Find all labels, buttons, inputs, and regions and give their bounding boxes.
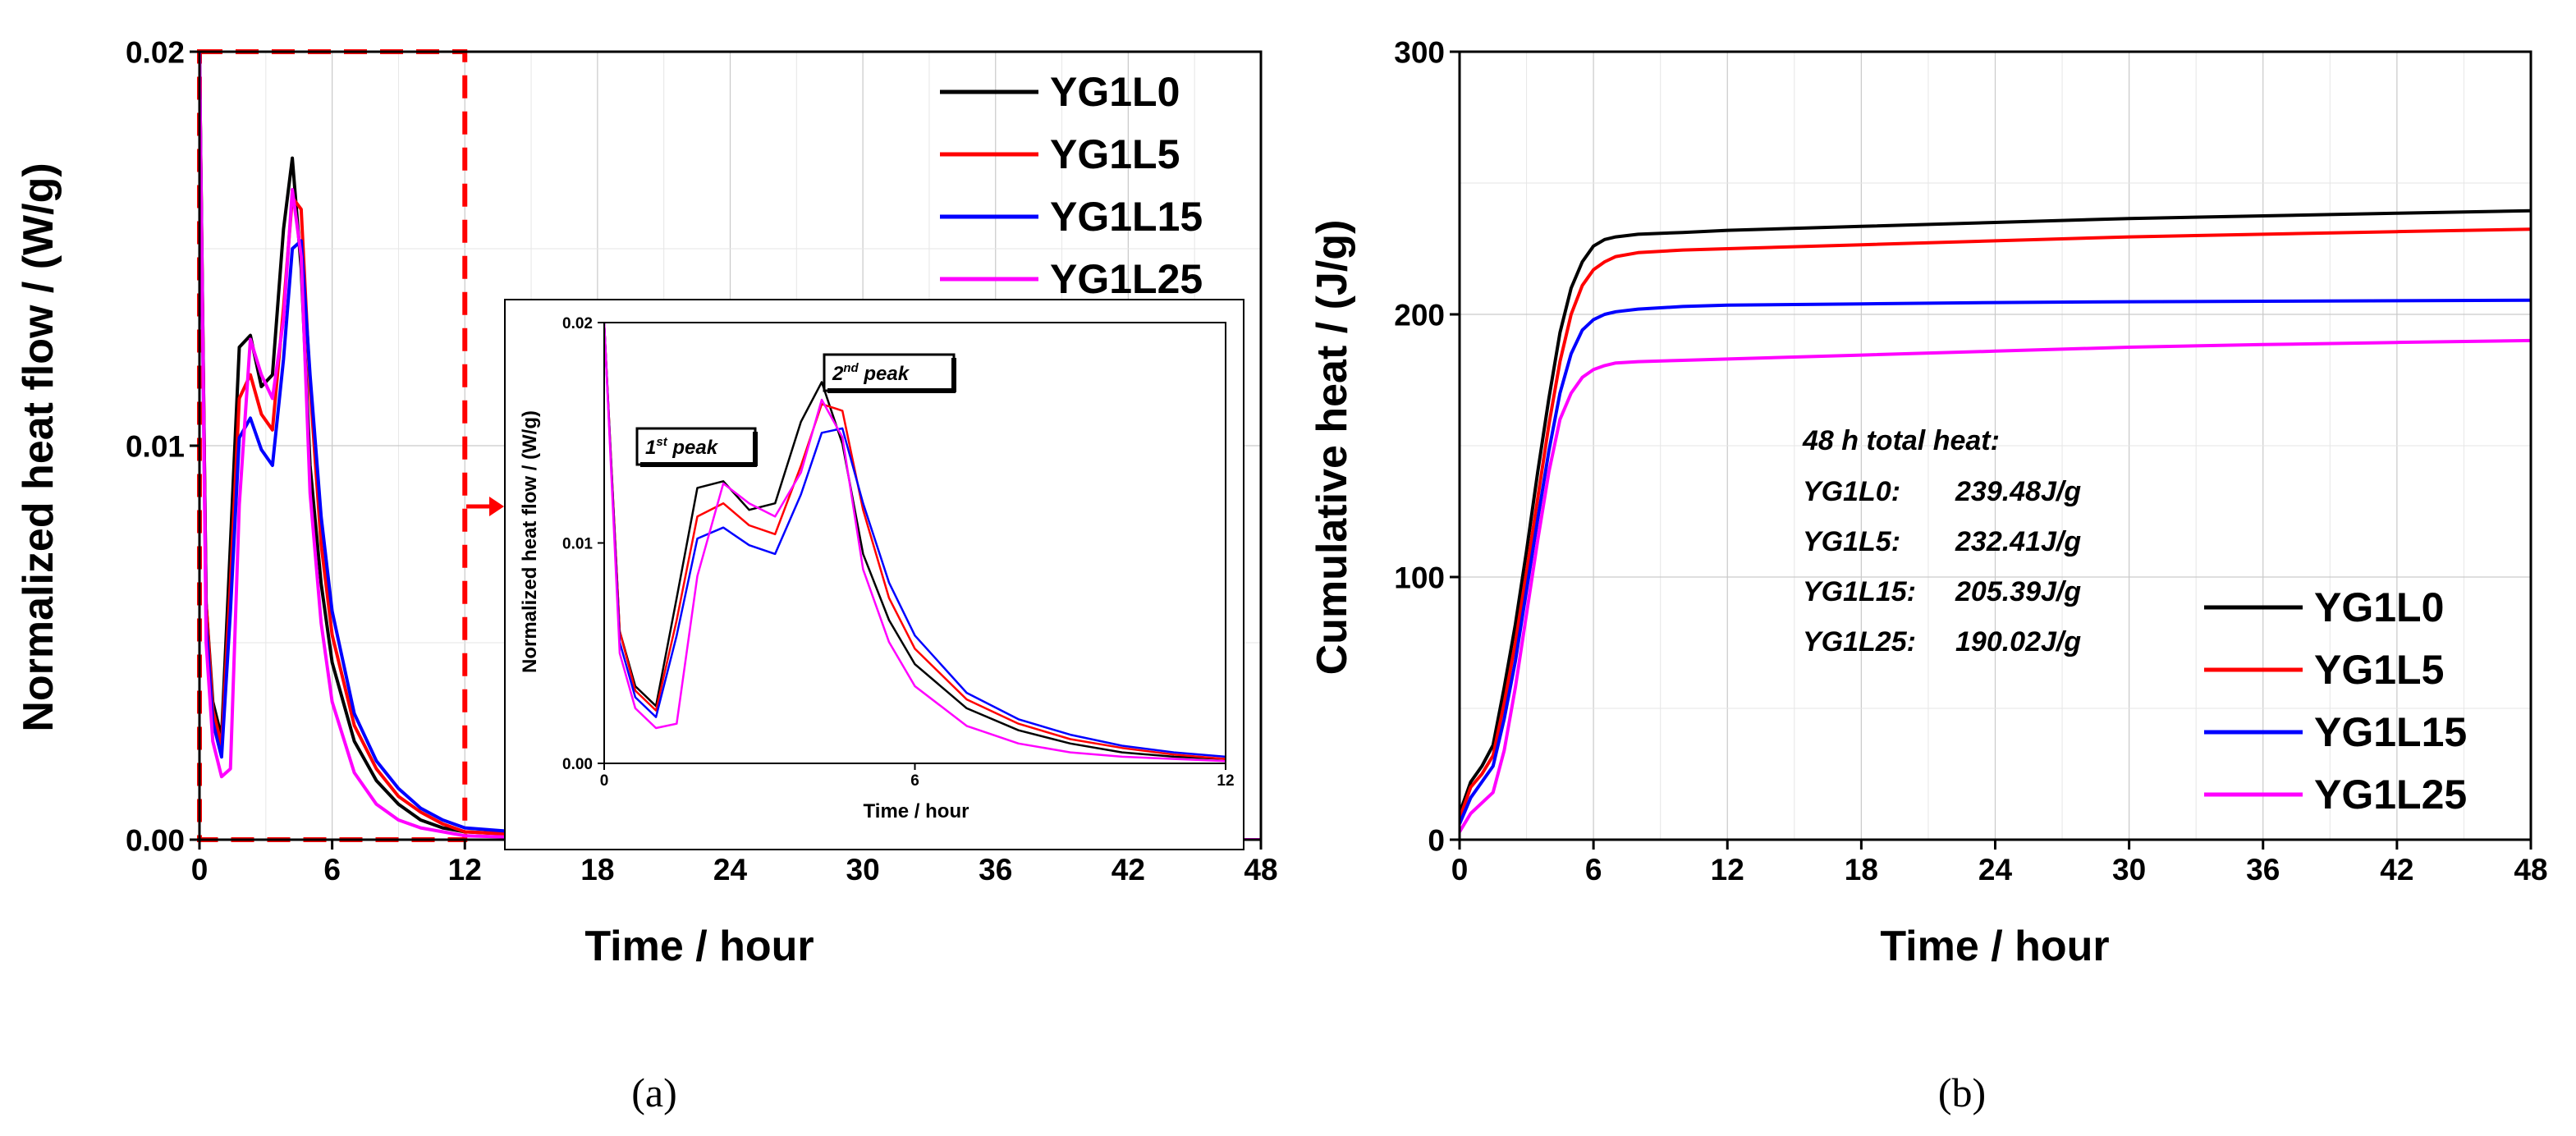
legend-label-yg1l0: YG1L0 <box>2314 584 2444 630</box>
series-line-yg1l25 <box>1460 338 2531 833</box>
y-tick-label: 0 <box>1428 823 1445 857</box>
note-sample-value: 239.48J/g <box>1955 476 2081 507</box>
x-tick-label: 6 <box>323 853 341 886</box>
panel-a-legend: YG1L0 YG1L5 YG1L15 YG1L25 <box>940 69 1203 302</box>
note-sample-name: YG1L5: <box>1803 526 1900 557</box>
x-tick-label: 24 <box>713 853 748 886</box>
legend-label-yg1l5: YG1L5 <box>2314 647 2444 693</box>
series-line-yg1l25 <box>199 52 1261 840</box>
second-peak-label: 2nd peak <box>832 361 910 385</box>
annotation-first-peak: 1st peak <box>635 427 758 467</box>
inset-x-axis-label: Time / hour <box>864 800 969 822</box>
note-sample-name: YG1L0: <box>1803 476 1900 507</box>
y-tick-label: 0.01 <box>562 535 593 552</box>
series-line-yg1l5 <box>1460 227 2531 820</box>
note-sample-value: 205.39J/g <box>1955 576 2081 607</box>
note-sample-name: YG1L25: <box>1803 626 1916 657</box>
x-tick-label: 6 <box>1585 853 1602 886</box>
note-lines: YG1L0: 239.48J/g YG1L5: 232.41J/g YG1L15: 205… <box>1803 476 2081 657</box>
legend-label-yg1l15: YG1L15 <box>1050 194 1203 240</box>
x-tick-label: 36 <box>979 853 1012 886</box>
x-tick-label: 36 <box>2246 853 2280 886</box>
annotation-second-peak: 2nd peak <box>823 353 956 393</box>
series-line-yg1l15 <box>1460 298 2531 825</box>
note-sample-value: 190.02J/g <box>1955 626 2081 657</box>
panel-a-y-axis-label: Normalized heat flow / (W/g) <box>15 163 62 731</box>
panel-a-x-axis-label: Time / hour <box>584 923 814 970</box>
series-line-yg1l0 <box>1460 208 2531 814</box>
first-peak-label: 1st peak <box>645 435 719 459</box>
x-tick-label: 12 <box>1217 772 1234 790</box>
x-tick-label: 42 <box>2380 853 2413 886</box>
y-tick-label: 0.00 <box>126 823 185 857</box>
panel-b-caption: (b) <box>1938 1070 1986 1115</box>
panel-b-ticks: 0 6 12 18 24 30 36 42 48 0 100 200 300 <box>1394 35 2547 886</box>
panel-b-x-axis-label: Time / hour <box>1880 923 2109 970</box>
x-tick-label: 0 <box>191 853 209 886</box>
legend-label-yg1l15: YG1L15 <box>2314 709 2467 755</box>
series-line-yg1l0 <box>604 323 1226 760</box>
y-tick-label: 0.02 <box>126 35 185 69</box>
note-title: 48 h total heat: <box>1802 425 2000 456</box>
total-heat-note: 48 h total heat: YG1L0: 239.48J/g YG1L5: 23… <box>1802 425 2081 657</box>
y-tick-label: 200 <box>1394 298 1445 332</box>
panel-b-series-lines <box>1460 208 2531 833</box>
x-tick-label: 48 <box>2514 853 2547 886</box>
x-tick-label: 24 <box>1978 853 2013 886</box>
x-tick-label: 6 <box>910 772 919 790</box>
note-sample-name: YG1L15: <box>1803 576 1916 607</box>
series-line-yg1l5 <box>604 323 1226 760</box>
legend-label-yg1l0: YG1L0 <box>1050 69 1180 115</box>
x-tick-label: 0 <box>600 772 609 790</box>
y-tick-label: 0.02 <box>562 315 593 332</box>
y-tick-label: 100 <box>1394 561 1445 594</box>
x-tick-label: 18 <box>1845 853 1878 886</box>
x-tick-label: 42 <box>1112 853 1145 886</box>
x-tick-label: 12 <box>448 853 482 886</box>
panel-b-y-axis-label: Cumulative heat / (J/g) <box>1309 220 1356 676</box>
x-tick-label: 48 <box>1244 853 1277 886</box>
x-tick-label: 30 <box>2112 853 2146 886</box>
inset-chart: 0 6 12 0.00 0.01 0.02 Time / hour Normalized … <box>504 299 1244 850</box>
series-line-yg1l15 <box>604 323 1226 758</box>
x-tick-label: 12 <box>1711 853 1744 886</box>
legend-label-yg1l5: YG1L5 <box>1050 131 1180 177</box>
inset-series-lines <box>604 323 1226 763</box>
panel-a-ticks: 0 6 12 18 24 30 36 42 48 0.00 0.01 0.02 <box>126 35 1278 886</box>
y-tick-label: 300 <box>1394 35 1445 69</box>
panel-b-legend: YG1L0 YG1L5 YG1L15 YG1L25 <box>2204 584 2467 818</box>
zoom-arrow <box>466 497 504 516</box>
panel-a: 0 6 12 18 24 30 36 42 48 0.00 0.01 0.02 Time / hour… <box>15 35 1278 1115</box>
inset-y-axis-label: Normalized heat flow / (W/g) <box>519 410 541 673</box>
legend-label-yg1l25: YG1L25 <box>1050 256 1203 302</box>
series-line-yg1l25 <box>604 323 1226 763</box>
panel-a-caption: (a) <box>631 1070 677 1115</box>
legend-label-yg1l25: YG1L25 <box>2314 772 2467 818</box>
note-sample-value: 232.41J/g <box>1955 526 2081 557</box>
y-tick-label: 0.00 <box>562 756 593 773</box>
x-tick-label: 30 <box>846 853 880 886</box>
panel-b: 0 6 12 18 24 30 36 42 48 0 100 200 300 Time / hour C… <box>1309 35 2548 1115</box>
inset-ticks: 0 6 12 0.00 0.01 0.02 <box>562 315 1235 790</box>
x-tick-label: 18 <box>580 853 614 886</box>
x-tick-label: 0 <box>1451 853 1469 886</box>
y-tick-label: 0.01 <box>126 429 185 463</box>
